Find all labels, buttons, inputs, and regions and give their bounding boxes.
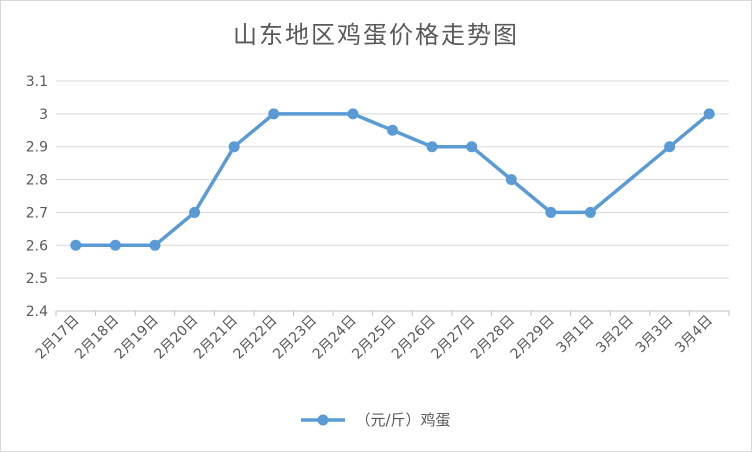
data-point xyxy=(545,206,557,218)
data-point xyxy=(584,206,596,218)
data-point xyxy=(149,239,161,251)
data-point xyxy=(664,141,676,153)
data-point xyxy=(426,141,438,153)
chart-title: 山东地区鸡蛋价格走势图 xyxy=(233,21,519,49)
data-point xyxy=(109,239,121,251)
y-tick-label: 3.1 xyxy=(26,74,48,90)
data-point xyxy=(387,124,398,136)
legend-series-label: （元/斤）鸡蛋 xyxy=(355,411,451,429)
x-tick-label: 3月3日 xyxy=(633,313,677,357)
y-tick-label: 2.7 xyxy=(26,205,48,221)
y-tick-label: 2.6 xyxy=(26,238,48,254)
data-point xyxy=(70,239,82,251)
y-tick-label: 2.9 xyxy=(26,140,48,156)
data-point xyxy=(228,141,240,153)
y-tick-label: 2.8 xyxy=(26,173,48,189)
x-tick-label: 3月2日 xyxy=(593,313,637,357)
data-point xyxy=(703,108,715,120)
y-tick-label: 2.4 xyxy=(26,304,48,320)
data-point xyxy=(189,206,201,218)
x-tick-label: 2月29日 xyxy=(508,313,558,363)
data-point xyxy=(505,174,517,186)
y-tick-label: 2.5 xyxy=(26,271,48,287)
y-tick-label: 3 xyxy=(39,107,48,123)
legend-series-marker xyxy=(301,414,346,425)
data-point xyxy=(268,108,280,120)
data-point xyxy=(347,108,359,120)
x-tick-label: 3月1日 xyxy=(554,313,598,357)
x-tick-label: 3月4日 xyxy=(672,313,716,357)
legend: （元/斤）鸡蛋 xyxy=(1,409,751,430)
data-point xyxy=(466,141,478,153)
